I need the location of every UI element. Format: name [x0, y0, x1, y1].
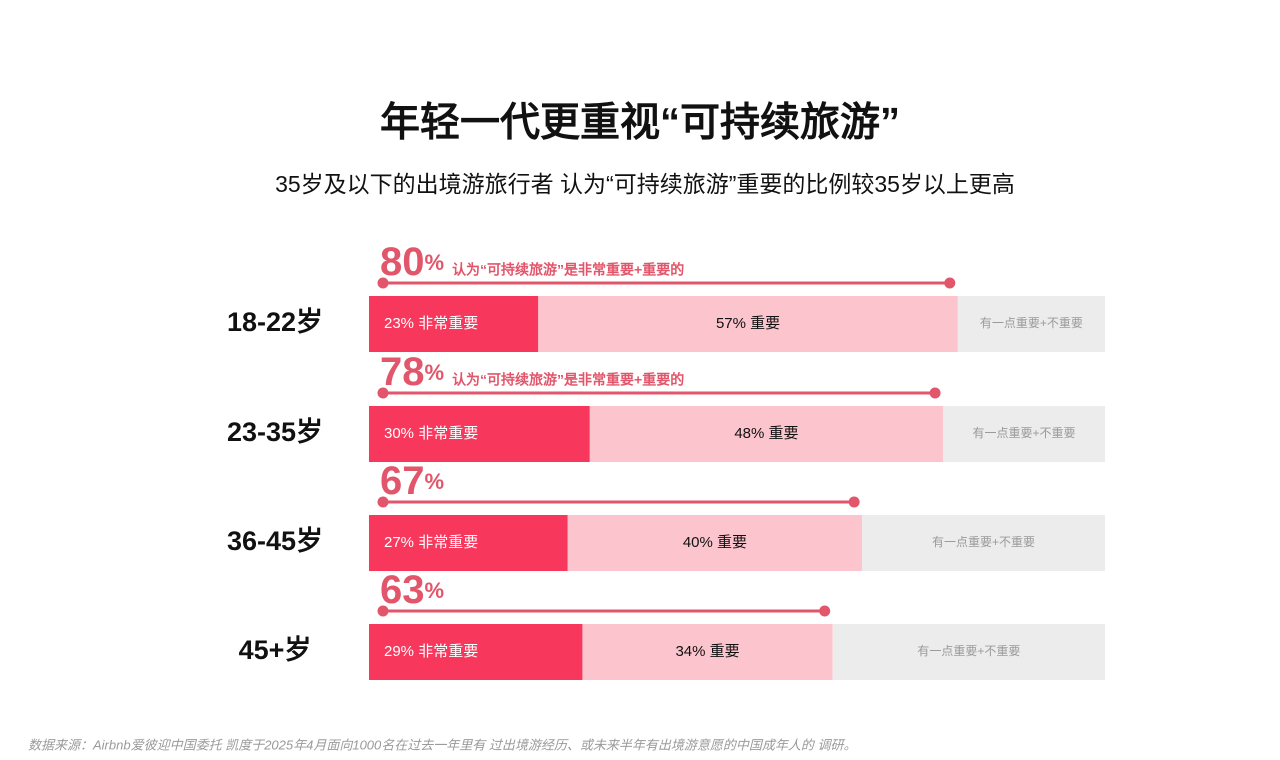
- value-label: 27% 非常重要: [384, 534, 478, 551]
- value-label: 有一点重要+不重要: [917, 644, 1020, 658]
- total-note: 认为“可持续旅游”是非常重要+重要的: [452, 262, 684, 278]
- value-label: 有一点重要+不重要: [932, 535, 1035, 549]
- total-dot: [929, 387, 941, 399]
- value-label: 40% 重要: [683, 534, 747, 551]
- chart-subtitle: 35岁及以下的出境游旅行者 认为“可持续旅游”重要的比例较35岁以上更高: [275, 171, 1015, 197]
- chart-title: 年轻一代更重视“可持续旅游”: [380, 101, 900, 145]
- category-label: 36-45岁: [227, 526, 323, 556]
- bar-segment: [582, 624, 833, 680]
- bar-segment: [369, 406, 590, 462]
- total-dot: [377, 496, 389, 508]
- value-label: 23% 非常重要: [384, 315, 478, 332]
- bar-segment: [567, 515, 863, 571]
- value-label: 有一点重要+不重要: [973, 426, 1076, 440]
- bar-segment: [538, 296, 958, 352]
- total-label: 78%: [380, 350, 444, 394]
- value-label: 有一点重要+不重要: [980, 316, 1083, 330]
- total-dot: [848, 496, 860, 508]
- value-label: 29% 非常重要: [384, 643, 478, 660]
- bar-segment: [589, 406, 944, 462]
- total-dot: [377, 277, 389, 289]
- source-note: 数据来源：Airbnb爱彼迎中国委托 凯度于2025年4月面向1000名在过去一…: [28, 737, 856, 752]
- bar-segment: [832, 624, 1105, 680]
- total-dot: [819, 605, 831, 617]
- total-label: 80%: [380, 240, 444, 284]
- total-label: 63%: [380, 568, 444, 612]
- value-label: 34% 重要: [675, 643, 739, 660]
- bar-segment: [369, 296, 539, 352]
- value-label: 57% 重要: [716, 315, 780, 332]
- bar-segment: [369, 624, 583, 680]
- value-label: 48% 重要: [734, 425, 798, 442]
- value-label: 30% 非常重要: [384, 425, 478, 442]
- total-label: 67%: [380, 459, 444, 503]
- total-note: 认为“可持续旅游”是非常重要+重要的: [452, 372, 684, 388]
- bar-segment: [943, 406, 1105, 462]
- category-label: 45+岁: [239, 635, 312, 665]
- bar-segment: [369, 515, 568, 571]
- bar-segment: [957, 296, 1105, 352]
- total-dot: [377, 605, 389, 617]
- category-label: 18-22岁: [227, 307, 323, 337]
- category-label: 23-35岁: [227, 417, 323, 447]
- total-dot: [377, 387, 389, 399]
- bar-segment: [862, 515, 1105, 571]
- total-dot: [944, 277, 956, 289]
